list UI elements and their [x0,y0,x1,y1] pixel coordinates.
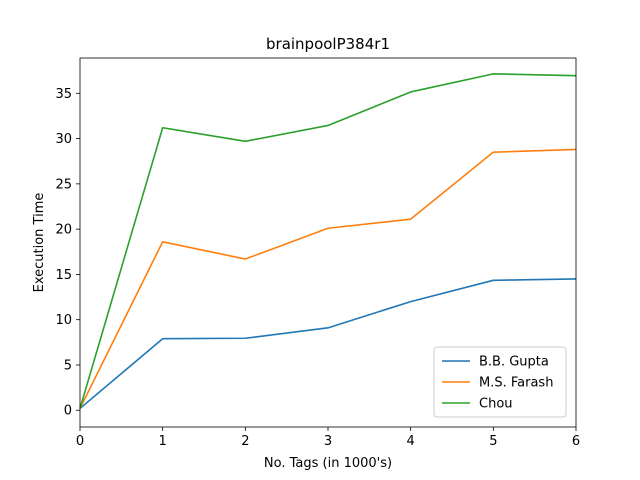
x-axis-ticks: 0 1 2 3 4 5 6 [76,427,580,449]
chart-title: brainpoolP384r1 [266,35,390,53]
y-axis-ticks: 0 5 10 15 20 25 30 35 [55,87,80,419]
legend-label-1: B.B. Gupta [479,355,549,370]
legend-label-3: Chou [479,397,513,412]
legend: B.B. Gupta M.S. Farash Chou [433,346,567,418]
y-tick-label: 10 [55,313,72,328]
y-tick-label: 25 [55,177,72,192]
legend-label-2: M.S. Farash [479,376,553,391]
y-tick-label: 5 [64,358,72,373]
series-line-2 [79,148,577,409]
y-axis-label: Execution Time [32,193,47,293]
x-tick-label: 2 [241,434,249,449]
y-tick-label: 15 [55,268,72,283]
legend-box [433,346,567,418]
x-tick-label: 0 [76,434,84,449]
y-tick-label: 0 [64,404,72,419]
x-tick-label: 3 [324,434,332,449]
x-tick-label: 5 [489,434,497,449]
x-axis-label: No. Tags (in 1000's) [264,456,392,471]
y-tick-label: 30 [55,132,72,147]
y-tick-label: 35 [55,87,72,102]
series-line-3 [79,73,577,409]
x-tick-label: 6 [572,434,580,449]
x-tick-label: 4 [407,434,415,449]
y-tick-label: 20 [55,223,72,238]
x-tick-label: 1 [159,434,167,449]
series-line-1 [79,278,577,410]
